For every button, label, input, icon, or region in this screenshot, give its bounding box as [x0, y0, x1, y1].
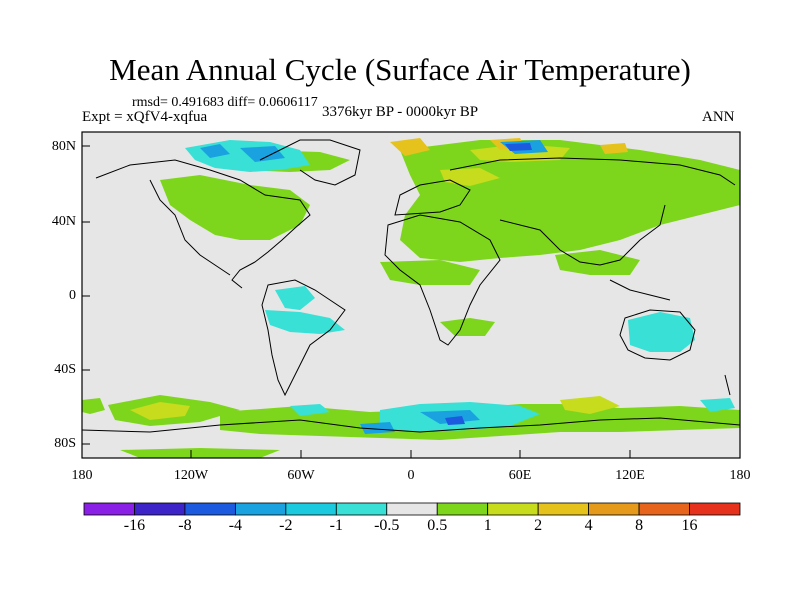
- lon-label-60e: 60E: [508, 468, 532, 483]
- blue-anomaly-patches: [200, 140, 548, 434]
- colorbar-swatch: [638, 502, 690, 516]
- lon-label-120e: 120E: [615, 468, 645, 483]
- cyan-anomaly-patches: [185, 140, 735, 432]
- colorbar-swatch: [234, 502, 287, 516]
- plot-title: Mean Annual Cycle (Surface Air Temperatu…: [109, 52, 691, 87]
- axis-ticks: [82, 145, 631, 458]
- colorbar-label: -16: [123, 517, 146, 534]
- colorbar-swatch: [134, 502, 186, 516]
- darkblue-anomaly-patches: [445, 143, 532, 425]
- colorbar: [83, 502, 741, 516]
- colorbar-swatch: [184, 502, 236, 516]
- experiment-label: Expt = xQfV4-xqfua: [82, 109, 208, 125]
- colorbar-label: 4: [584, 517, 593, 534]
- colorbar-label: -2: [279, 517, 293, 534]
- lon-label-120w: 120W: [173, 468, 209, 483]
- colorbar-label: 16: [681, 517, 698, 534]
- colorbar-label: 0.5: [427, 517, 448, 534]
- colorbar-label: -0.5: [374, 517, 400, 534]
- colorbar-label: 8: [635, 517, 644, 534]
- colorbar-swatch: [689, 502, 741, 516]
- period-label: 3376kyr BP - 0000kyr BP: [322, 104, 479, 120]
- season-label: ANN: [702, 109, 735, 125]
- colorbar-label: 2: [534, 517, 543, 534]
- lat-label-40n: 40N: [51, 214, 76, 229]
- lon-label-60w: 60W: [287, 468, 315, 483]
- colorbar-swatch: [588, 502, 640, 516]
- colorbar-swatch: [537, 502, 590, 516]
- lat-label-40s: 40S: [54, 362, 76, 377]
- colorbar-label: 1: [483, 517, 492, 534]
- colorbar-label: -1: [329, 517, 343, 534]
- lat-label-0: 0: [69, 288, 76, 303]
- colorbar-label: -8: [178, 517, 192, 534]
- colorbar-swatch: [83, 502, 135, 516]
- stats-label: rmsd= 0.491683 diff= 0.0606117: [132, 95, 318, 110]
- colorbar-swatch: [487, 502, 539, 516]
- lon-label-0: 0: [407, 468, 415, 483]
- colorbar-swatch: [335, 502, 388, 516]
- lon-label-180e: 180: [729, 468, 751, 483]
- colorbar-swatch: [386, 502, 438, 516]
- colorbar-label: -4: [228, 517, 243, 534]
- lat-label-80s: 80S: [54, 436, 76, 451]
- lat-label-80n: 80N: [51, 139, 76, 154]
- colorbar-swatch: [436, 502, 489, 516]
- lon-label-180w: 180: [71, 468, 93, 483]
- colorbar-swatch: [285, 502, 337, 516]
- coastlines: [81, 139, 741, 433]
